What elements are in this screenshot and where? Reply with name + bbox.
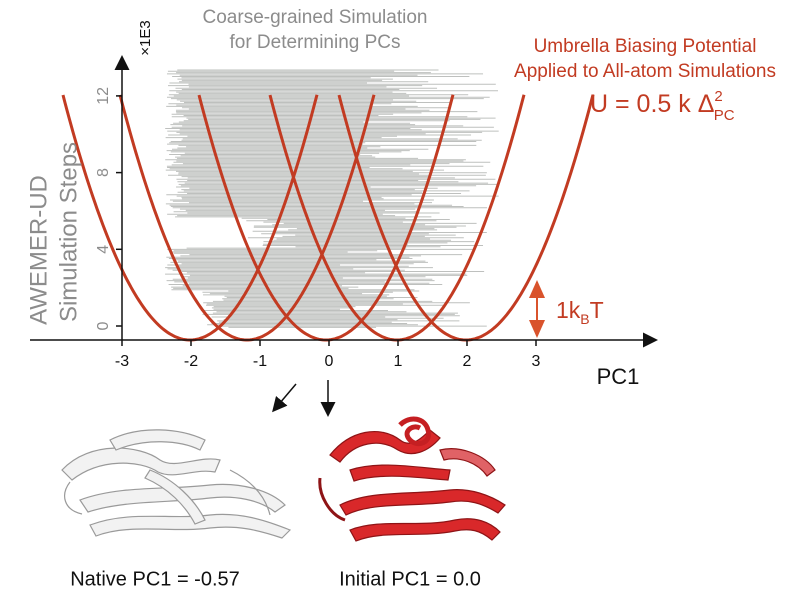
pointer-arrow <box>272 383 297 413</box>
y-axis-label: Simulation Steps <box>55 142 82 322</box>
umbrella-label: Umbrella Biasing Potential <box>534 36 757 57</box>
y-tick-label: 0 <box>95 321 112 330</box>
x-tick-label: 0 <box>325 353 334 370</box>
native-label: Native PC1 = -0.57 <box>70 568 240 590</box>
x-tick-label: 2 <box>463 353 472 370</box>
y-ticks: 0 4 8 12 <box>95 87 122 330</box>
x-tick-label: 3 <box>532 353 541 370</box>
energy-subscript: B <box>580 311 589 327</box>
equation-superscript: 2 <box>714 88 722 105</box>
equation: U = 0.5 k Δ2 PC <box>590 88 735 124</box>
x-tick-label: -2 <box>184 353 198 370</box>
x-ticks: -3 -2 -1 0 1 2 3 <box>115 340 541 370</box>
equation-subscript: PC <box>714 107 735 124</box>
energy-tail: T <box>590 297 604 323</box>
energy-main: 1k <box>556 297 581 323</box>
x-axis-label: PC1 <box>597 364 640 389</box>
equation-main: U = 0.5 k Δ <box>590 90 714 118</box>
umbrella-label: Applied to All-atom Simulations <box>514 61 776 82</box>
coarse-label: Coarse-grained Simulation <box>203 7 428 28</box>
x-tick-label: -3 <box>115 353 129 370</box>
x-tick-label: -1 <box>253 353 267 370</box>
coarse-label: for Determining PCs <box>229 32 400 53</box>
y-tick-label: 12 <box>95 87 112 105</box>
y-axis-label: AWEMER-UD <box>25 175 52 325</box>
y-multiplier: ×1E3 <box>137 20 154 55</box>
y-tick-label: 8 <box>95 168 112 177</box>
y-tick-label: 4 <box>95 245 112 254</box>
initial-structure <box>318 416 506 542</box>
native-structure <box>61 429 292 539</box>
energy-scale-label: 1kBT <box>556 297 604 327</box>
x-tick-label: 1 <box>394 353 403 370</box>
initial-label: Initial PC1 = 0.0 <box>339 568 481 590</box>
